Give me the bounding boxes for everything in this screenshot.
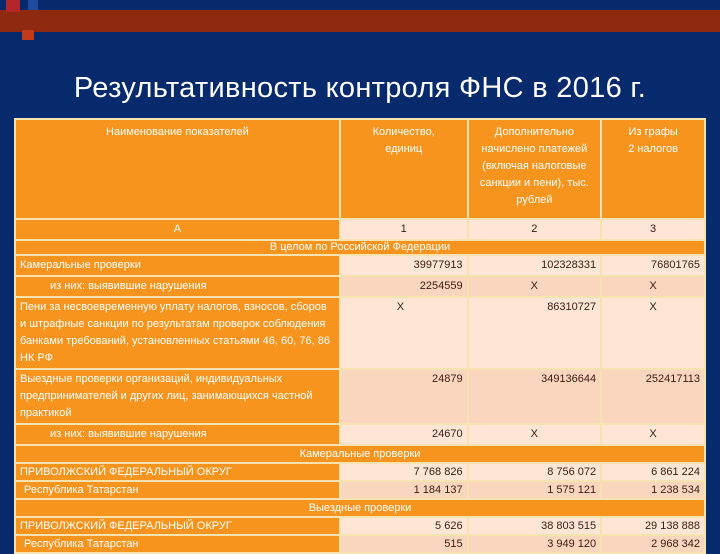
table-row: из них: выявившие нарушения 24670 X X	[14, 423, 706, 446]
table-row: Выездные проверки организаций, индивидуа…	[14, 368, 706, 425]
row-label: Камеральные проверки	[14, 254, 341, 277]
row-label: из них: выявившие нарушения	[14, 423, 341, 446]
row-label: из них: выявившие нарушения	[14, 275, 341, 298]
value-cell: 1 575 121	[466, 480, 603, 500]
value-cell: X	[466, 275, 603, 298]
value-cell: 3 949 120	[466, 534, 603, 554]
value-cell: 86310727	[466, 296, 603, 370]
value-cell: 24670	[338, 423, 469, 446]
value-cell: 515	[338, 534, 469, 554]
table-row: Республика Татарстан 1 184 137 1 575 121 1 …	[14, 480, 706, 500]
slide-title: Результативность контроля ФНС в 2016 г.	[73, 72, 647, 104]
row-label: Выездные проверки организаций, индивидуа…	[14, 368, 341, 425]
row-label: ПРИВОЛЖСКИЙ ФЕДЕРАЛЬНЫЙ ОКРУГ	[14, 516, 341, 536]
table-row: ПРИВОЛЖСКИЙ ФЕДЕРАЛЬНЫЙ ОКРУГ 5 626 38 803…	[14, 516, 706, 536]
index-cell: А	[14, 218, 341, 241]
value-cell: 6 861 224	[600, 462, 706, 482]
section-header: Выездные проверки	[14, 498, 706, 518]
index-cell: 3	[600, 218, 706, 241]
value-cell: 29 138 888	[600, 516, 706, 536]
table-row: Пени за несвоевременную уплату налогов, …	[14, 296, 706, 370]
value-cell: 76801765	[600, 254, 706, 277]
index-cell: 2	[466, 218, 603, 241]
index-row: А 1 2 3	[14, 218, 706, 241]
value-cell: 39977913	[338, 254, 469, 277]
header-row: Наименование показателей Количество, еди…	[14, 118, 706, 220]
header-cell: Наименование показателей	[14, 118, 341, 220]
decorative-top-bar	[0, 10, 720, 32]
value-cell: 2254559	[338, 275, 469, 298]
row-label: Республика Татарстан	[14, 480, 341, 500]
table-row: Республика Татарстан 515 3 949 120 2 968 34…	[14, 534, 706, 554]
header-cell: Дополнительно начислено платежей (включа…	[466, 118, 603, 220]
value-cell: 2 968 342	[600, 534, 706, 554]
value-cell: 349136644	[466, 368, 603, 425]
value-cell: 24879	[338, 368, 469, 425]
row-label: Республика Татарстан	[14, 534, 341, 554]
value-cell: X	[338, 296, 469, 370]
table-row: из них: выявившие нарушения 2254559 X X	[14, 275, 706, 298]
value-cell: X	[600, 275, 706, 298]
value-cell: 102328331	[466, 254, 603, 277]
value-cell: 7 768 826	[338, 462, 469, 482]
section-header: Камеральные проверки	[14, 444, 706, 464]
section-header: В целом по Российской Федерации	[14, 239, 706, 256]
value-cell: 8 756 072	[466, 462, 603, 482]
value-cell: 38 803 515	[466, 516, 603, 536]
table-row: ПРИВОЛЖСКИЙ ФЕДЕРАЛЬНЫЙ ОКРУГ 7 768 826 8 …	[14, 462, 706, 482]
index-cell: 1	[338, 218, 469, 241]
value-cell: X	[600, 296, 706, 370]
header-cell: Количество, единиц	[338, 118, 469, 220]
decorative-square	[28, 0, 38, 10]
decorative-square	[6, 0, 20, 12]
table-row: Камеральные проверки 39977913 102328331 768…	[14, 254, 706, 277]
header-cell: Из графы 2 налогов	[600, 118, 706, 220]
value-cell: X	[600, 423, 706, 446]
row-label: ПРИВОЛЖСКИЙ ФЕДЕРАЛЬНЫЙ ОКРУГ	[14, 462, 341, 482]
decorative-square	[22, 30, 34, 40]
results-table: Наименование показателей Количество, еди…	[14, 118, 706, 554]
value-cell: 1 238 534	[600, 480, 706, 500]
value-cell: 1 184 137	[338, 480, 469, 500]
value-cell: 5 626	[338, 516, 469, 536]
value-cell: 252417113	[600, 368, 706, 425]
row-label: Пени за несвоевременную уплату налогов, …	[14, 296, 341, 370]
value-cell: X	[466, 423, 603, 446]
